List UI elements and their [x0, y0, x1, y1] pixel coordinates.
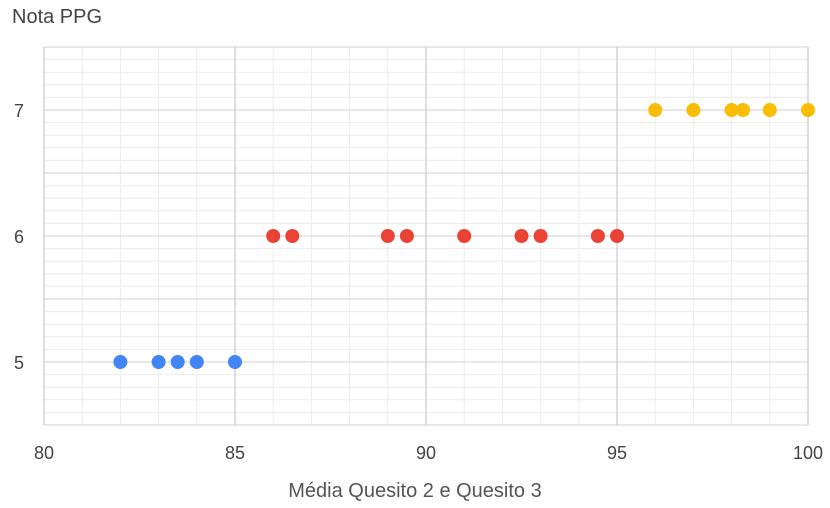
- data-point: [457, 229, 472, 243]
- data-point: [399, 229, 414, 243]
- data-point: [170, 355, 185, 369]
- data-point: [228, 355, 242, 369]
- x-tick-label: 80: [34, 443, 54, 463]
- data-point: [736, 103, 751, 117]
- data-point: [285, 229, 300, 243]
- data-point: [762, 103, 777, 117]
- y-tick-label: 5: [14, 353, 24, 373]
- data-point: [533, 229, 548, 243]
- data-point: [514, 229, 529, 243]
- x-tick-label: 100: [793, 443, 823, 463]
- y-tick-label: 6: [14, 227, 24, 247]
- y-axis-label: Nota PPG: [12, 6, 103, 28]
- y-tick-label: 7: [14, 101, 24, 121]
- data-point: [686, 103, 701, 117]
- x-axis-label: Média Quesito 2 e Quesito 3: [288, 480, 542, 502]
- data-point: [724, 103, 739, 117]
- data-point: [648, 103, 663, 117]
- data-point: [113, 355, 128, 369]
- data-point: [189, 355, 204, 369]
- data-point: [610, 229, 624, 243]
- data-point: [266, 229, 281, 243]
- data-point: [590, 229, 605, 243]
- x-tick-label: 85: [225, 443, 245, 463]
- data-point: [801, 103, 815, 117]
- data-point: [151, 355, 166, 369]
- x-tick-label: 90: [416, 443, 436, 463]
- data-point: [380, 229, 395, 243]
- x-tick-label: 95: [607, 443, 627, 463]
